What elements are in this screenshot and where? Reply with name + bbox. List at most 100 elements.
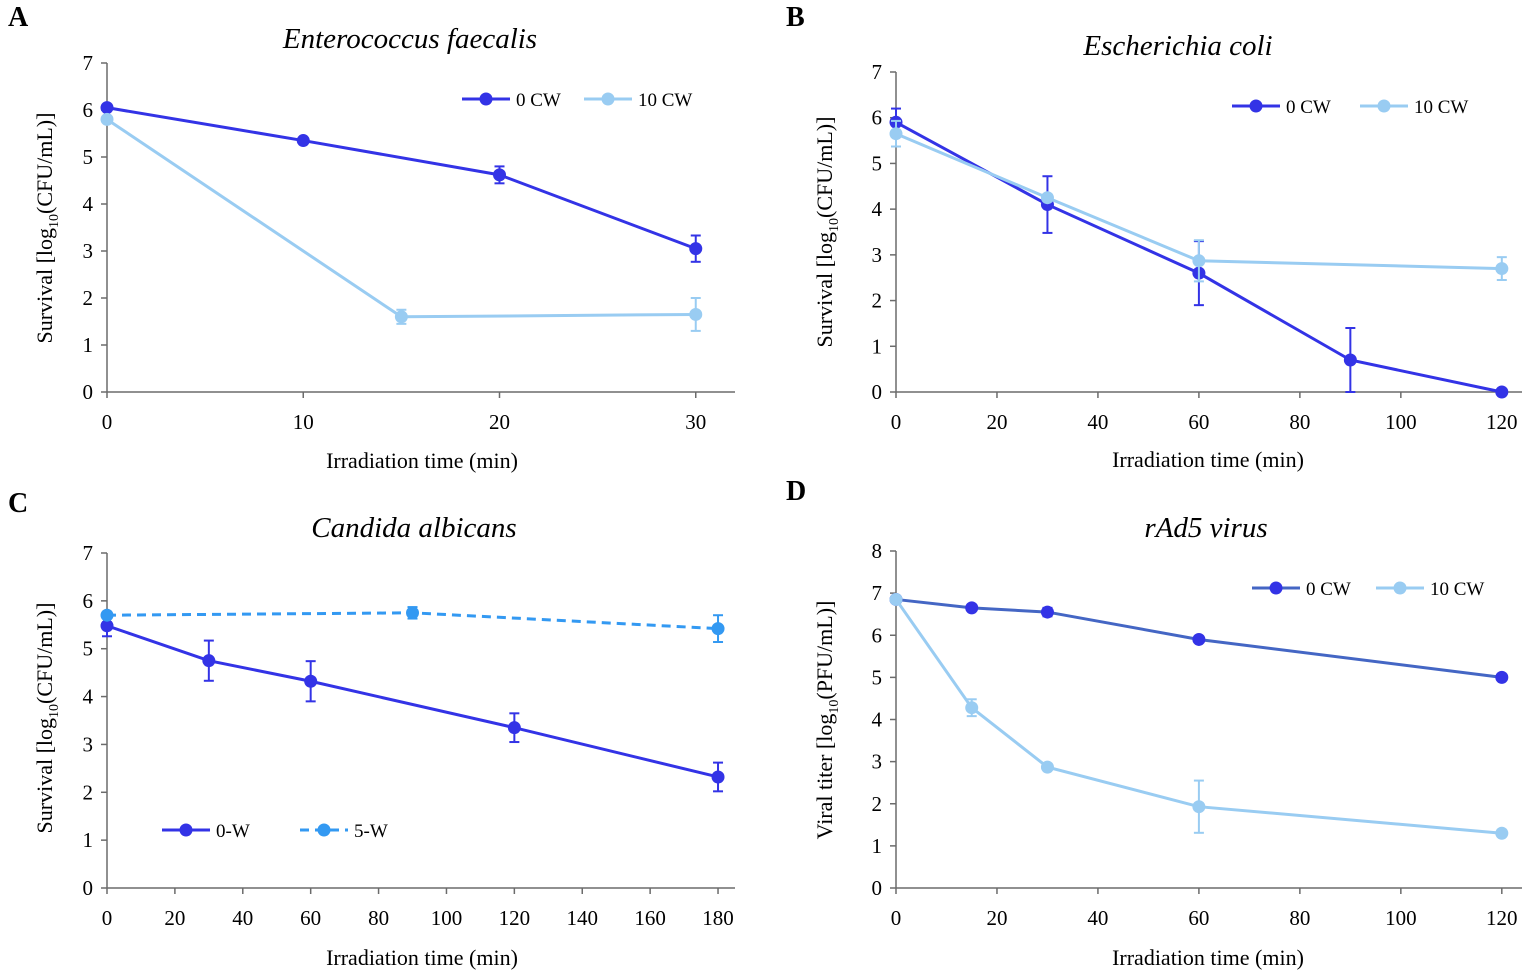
- x-tick-label: 40: [232, 906, 253, 930]
- y-axis-label: Survival [log10(CFU/mL)]: [32, 113, 62, 344]
- chart-title: rAd5 virus: [1144, 512, 1267, 544]
- data-point: [1040, 760, 1054, 774]
- series-10-cw: [100, 112, 703, 332]
- data-point: [1495, 826, 1509, 840]
- chart-panel-a: A Enterococcus faecalis 0 1 2 3 4 5 6 7 0 10 20 30 Irr…: [8, 2, 735, 473]
- legend-marker: [317, 823, 331, 837]
- y-axis-label-part: (PFU/mL)]: [812, 601, 837, 700]
- series-0-cw: [100, 101, 703, 263]
- y-tick-label: 6: [83, 589, 94, 613]
- y-axis-label-part: (CFU/mL)]: [32, 603, 57, 704]
- y-tick-label: 2: [872, 289, 883, 313]
- data-point: [100, 101, 114, 115]
- y-tick-label: 5: [872, 665, 883, 689]
- y-axis-label-subscript: 10: [827, 218, 842, 232]
- chart-title: Enterococcus faecalis: [282, 23, 537, 55]
- y-tick-label: 7: [83, 51, 94, 75]
- x-tick-label: 20: [986, 906, 1007, 930]
- x-tick-label: 120: [1486, 410, 1518, 434]
- x-tick-label: 140: [566, 906, 598, 930]
- series-0-cw: [889, 592, 1509, 684]
- chart-title: Escherichia coli: [1082, 30, 1272, 62]
- series-0-w: [100, 614, 725, 793]
- y-axis-label-part: (CFU/mL)]: [32, 113, 57, 214]
- legend-marker: [1393, 581, 1407, 595]
- legend-label: 0 CW: [1306, 579, 1351, 600]
- x-tick-label: 40: [1087, 906, 1108, 930]
- y-axis-label-part: Survival [log: [812, 232, 837, 348]
- legend-label: 0-W: [216, 821, 250, 842]
- legend-label: 0 CW: [516, 90, 561, 111]
- data-point: [1040, 605, 1054, 619]
- y-axis-label-part: (CFU/mL)]: [812, 117, 837, 218]
- data-point: [202, 654, 216, 668]
- y-tick-label: 0: [83, 380, 94, 404]
- x-tick-label: 60: [1188, 410, 1209, 434]
- x-tick-label: 20: [489, 410, 510, 434]
- y-tick-label: 6: [872, 106, 883, 130]
- series-line: [106, 106, 697, 251]
- x-tick-label: 60: [1188, 906, 1209, 930]
- y-axis-label-subscript: 10: [827, 700, 842, 714]
- x-axis-label: Irradiation time (min): [326, 448, 518, 473]
- x-axis-label: Irradiation time (min): [1112, 447, 1304, 472]
- legend-marker: [1269, 581, 1283, 595]
- y-tick-label: 4: [83, 192, 94, 216]
- series-line: [106, 624, 719, 779]
- y-tick-label: 5: [83, 637, 94, 661]
- y-axis-label: Viral titer [log10(PFU/mL)]: [812, 601, 842, 840]
- y-axis-label: Survival [log10(CFU/mL)]: [812, 117, 842, 348]
- x-tick-label: 120: [499, 906, 531, 930]
- y-tick-label: 8: [872, 539, 883, 563]
- data-point: [711, 622, 725, 636]
- x-tick-label: 80: [1289, 906, 1310, 930]
- y-tick-label: 3: [872, 243, 883, 267]
- y-tick-label: 3: [83, 732, 94, 756]
- data-point: [493, 168, 506, 182]
- x-axis-label: Irradiation time (min): [326, 945, 518, 970]
- y-tick-label: 2: [83, 780, 94, 804]
- data-point: [100, 112, 114, 126]
- data-point: [1495, 385, 1509, 399]
- panel-letter: A: [8, 2, 29, 33]
- y-axis-label-part: Survival [log: [32, 718, 57, 834]
- data-point: [1343, 353, 1357, 367]
- x-tick-label: 0: [102, 906, 113, 930]
- legend-marker: [1249, 99, 1263, 113]
- y-axis-label-subscript: 10: [47, 214, 62, 228]
- legend-marker: [601, 92, 615, 106]
- x-tick-label: 100: [1385, 410, 1417, 434]
- y-tick-label: 5: [83, 145, 94, 169]
- data-point: [296, 134, 310, 148]
- chart-title: Candida albicans: [311, 512, 516, 544]
- chart-panel-c: C Candida albicans 0 1 2 3 4 5 6 7 0 20 40 60 80 100 120…: [8, 488, 735, 970]
- y-tick-label: 3: [83, 239, 94, 263]
- x-tick-label: 100: [1385, 906, 1417, 930]
- y-tick-label: 4: [872, 708, 883, 732]
- x-tick-label: 10: [293, 410, 314, 434]
- data-point: [889, 592, 903, 606]
- legend-label: 0 CW: [1286, 97, 1331, 118]
- data-point: [1495, 670, 1509, 684]
- x-tick-label: 0: [891, 906, 902, 930]
- data-point: [304, 674, 318, 688]
- y-axis-label-part: Survival [log: [32, 228, 57, 344]
- y-tick-label: 6: [872, 623, 883, 647]
- series-10-cw: [889, 592, 1509, 840]
- x-tick-label: 120: [1486, 906, 1518, 930]
- series-5-w: [100, 606, 725, 644]
- data-point: [689, 242, 703, 256]
- y-tick-label: 7: [83, 541, 94, 565]
- panel-letter: C: [8, 488, 28, 519]
- series-line: [895, 132, 1502, 271]
- x-tick-label: 0: [102, 410, 113, 434]
- y-axis-label-subscript: 10: [47, 704, 62, 718]
- x-tick-label: 80: [1289, 410, 1310, 434]
- data-point: [965, 701, 979, 715]
- data-point: [1192, 254, 1206, 268]
- data-point: [1192, 800, 1206, 814]
- series-10-cw: [889, 119, 1509, 283]
- y-tick-label: 2: [83, 286, 94, 310]
